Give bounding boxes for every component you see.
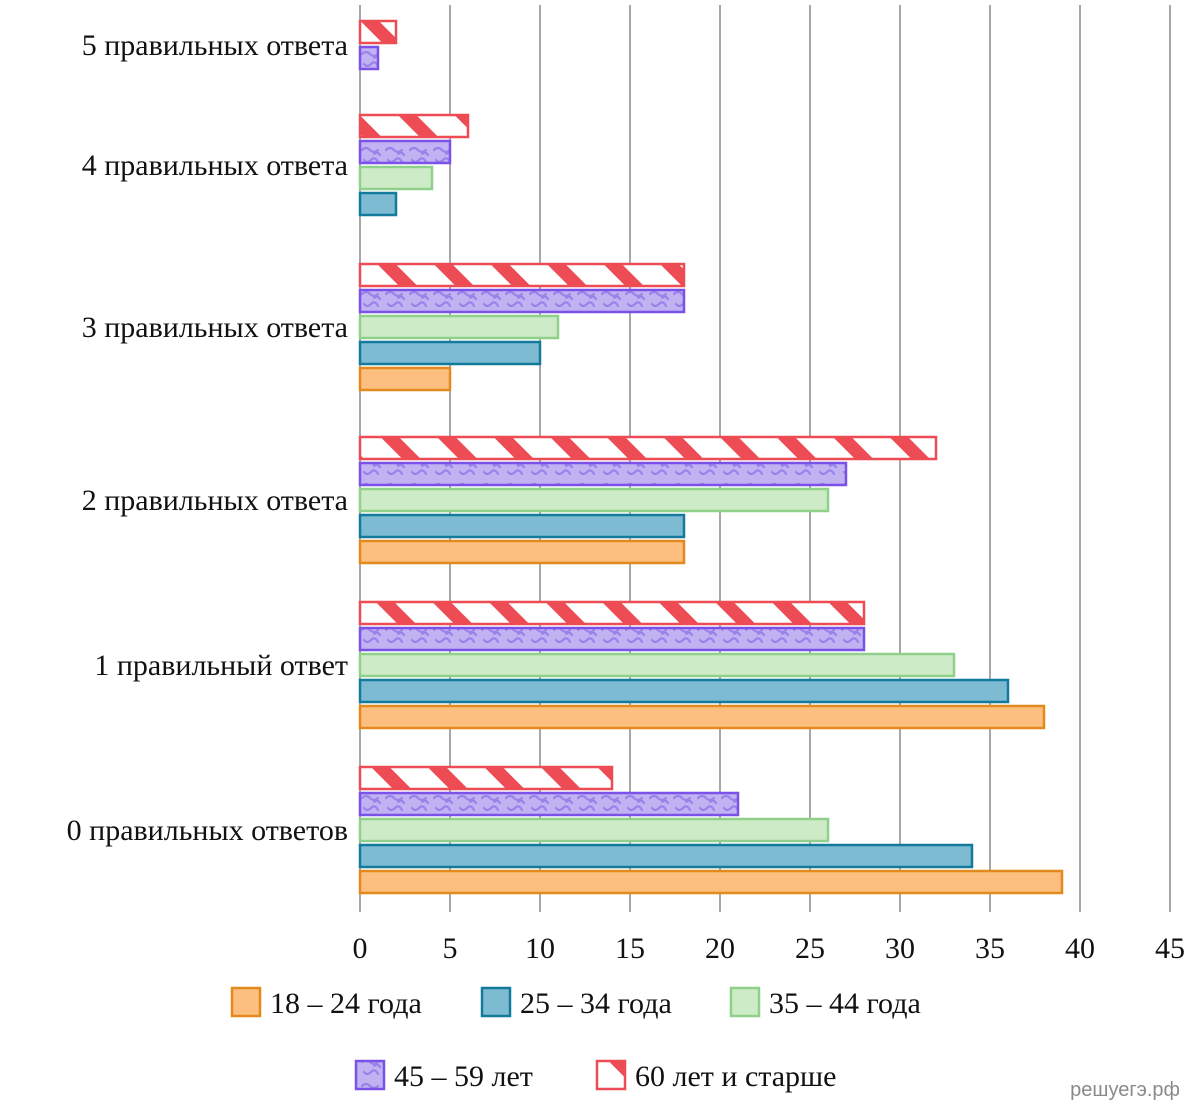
- x-tick-label: 25: [795, 932, 825, 965]
- legend-swatch-45-59-лет: [354, 1059, 386, 1091]
- legend-swatch-25-34-года: [480, 986, 512, 1018]
- category-label: 2 правильных ответа: [82, 484, 348, 517]
- x-tick-label: 10: [525, 932, 555, 965]
- bar-60-лет-и-старше-2: [358, 435, 938, 461]
- bar-60-лет-и-старше-3: [358, 262, 686, 288]
- bar-60-лет-и-старше-0: [358, 765, 614, 791]
- bar-35-44-года-3: [358, 314, 560, 340]
- bar-18-24-года-3: [358, 366, 452, 392]
- x-tick-label: 40: [1065, 932, 1095, 965]
- bar-18-24-года-0: [358, 869, 1064, 895]
- category-label: 3 правильных ответа: [82, 311, 348, 344]
- bar-25-34-года-4: [358, 191, 398, 217]
- legend: 18 – 24 года 25 – 34 года 35 – 44 года 45 –…: [230, 986, 921, 1093]
- legend-label-45-59-лет: 45 – 59 лет: [394, 1060, 533, 1093]
- bar-25-34-года-1: [358, 678, 1010, 704]
- category-label: 4 правильных ответа: [82, 149, 348, 182]
- x-tick-label: 45: [1155, 932, 1185, 965]
- bar-25-34-года-3: [358, 340, 542, 366]
- x-tick-label: 5: [443, 932, 458, 965]
- legend-label-35-44-года: 35 – 44 года: [769, 987, 921, 1020]
- category-label: 5 правильных ответа: [82, 29, 348, 62]
- legend-swatch-18-24-года: [230, 986, 262, 1018]
- bar-35-44-года-2: [358, 487, 830, 513]
- x-tick-label: 15: [615, 932, 645, 965]
- legend-label-25-34-года: 25 – 34 года: [520, 987, 672, 1020]
- x-tick-label: 0: [353, 932, 368, 965]
- watermark: решуегэ.рф: [1070, 1079, 1180, 1101]
- bar-45-59-лет-1: [358, 626, 866, 652]
- bars: [358, 19, 1064, 895]
- category-labels: 0 правильных ответов 1 правильный ответ 2 …: [67, 29, 348, 847]
- bar-25-34-года-2: [358, 513, 686, 539]
- bar-60-лет-и-старше-1: [358, 600, 866, 626]
- bar-45-59-лет-4: [358, 139, 452, 165]
- bar-18-24-года-1: [358, 704, 1046, 730]
- bar-18-24-года-2: [358, 539, 686, 565]
- legend-swatch-35-44-года: [729, 986, 761, 1018]
- x-tick-label: 30: [885, 932, 915, 965]
- category-label: 0 правильных ответов: [67, 814, 348, 847]
- legend-label-18-24-года: 18 – 24 года: [270, 987, 422, 1020]
- bar-60-лет-и-старше-5: [358, 19, 398, 45]
- bar-60-лет-и-старше-4: [358, 113, 470, 139]
- bar-35-44-года-1: [358, 652, 956, 678]
- legend-label-60-лет-и-старше: 60 лет и старше: [635, 1060, 836, 1093]
- bar-45-59-лет-2: [358, 461, 848, 487]
- bar-35-44-года-0: [358, 817, 830, 843]
- bar-45-59-лет-3: [358, 288, 686, 314]
- bar-45-59-лет-5: [358, 45, 380, 71]
- x-tick-label: 35: [975, 932, 1005, 965]
- bar-35-44-года-4: [358, 165, 434, 191]
- category-label: 1 правильный ответ: [94, 649, 348, 682]
- legend-swatch-60-лет-и-старше: [595, 1059, 627, 1091]
- x-tick-labels: 0 5 10 15 20 25 30 35 40 45: [353, 932, 1186, 965]
- bar-45-59-лет-0: [358, 791, 740, 817]
- bar-25-34-года-0: [358, 843, 974, 869]
- x-tick-label: 20: [705, 932, 735, 965]
